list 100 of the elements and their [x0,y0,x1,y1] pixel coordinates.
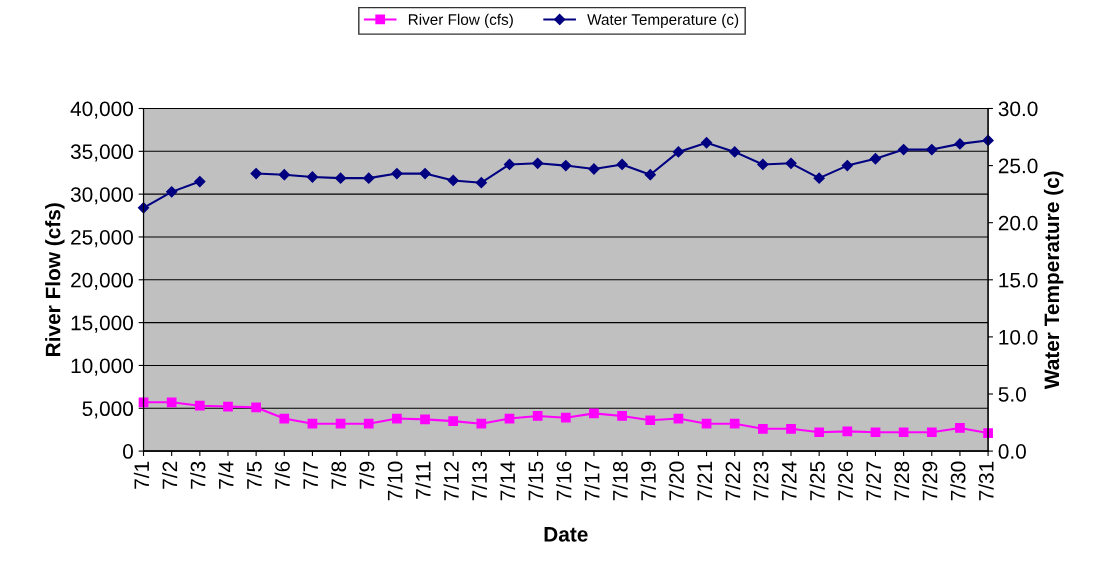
point [729,146,741,158]
point [672,146,685,158]
point [307,418,318,429]
x-tick-label: 7/4 [218,461,234,489]
point [757,158,769,171]
point [814,427,825,438]
y-tick-label: 35,000 [70,144,133,162]
x-tick-label: 7/24 [781,461,797,501]
y2-axis-title: Water Temperature (c) [1043,171,1064,390]
point [926,143,938,156]
point [870,427,881,438]
x-tick-label: 7/7 [302,461,319,489]
x-tick-label: 7/29 [922,461,938,501]
point [560,412,571,423]
point [786,423,796,434]
point [475,177,487,189]
x-tick-label: 7/9 [359,461,375,489]
point [448,416,459,426]
x-tick-label: 7/20 [668,461,684,501]
point [560,159,572,172]
y2-tick-label: 0.0 [998,444,1026,459]
x-tick-label: 7/31 [978,461,994,501]
point [223,401,233,412]
y2-tick-label: 20.0 [998,215,1038,231]
point [955,423,965,433]
point [503,158,516,171]
point [335,418,346,429]
x-tick-label: 7/8 [330,461,347,489]
point [420,414,430,425]
x-tick-label: 7/18 [612,461,628,501]
point [194,400,205,411]
point [194,175,206,188]
point [532,157,544,169]
y-tick-label: 10,000 [71,358,133,376]
point [334,172,347,184]
point [869,153,882,165]
x-tick-label: 7/13 [471,461,487,501]
point [758,423,768,434]
x-tick-label: 7/28 [893,461,910,501]
y-tick-label: 5,000 [82,401,133,419]
y-tick-label: 25,000 [71,229,133,248]
x-tick-label: 7/11 [415,461,431,499]
x-tick-label: 7/1 [133,461,150,489]
point [166,397,177,408]
y-tick-label: 15,000 [71,315,133,333]
y2-tick-label: 25.0 [998,158,1038,174]
point [447,174,459,187]
x-tick-label: 7/25 [809,461,825,501]
point [363,418,374,429]
y-tick-label: 20,000 [71,272,133,290]
x-tick-label: 7/6 [274,461,290,489]
x-tick-label: 7/22 [725,461,741,501]
point [166,186,178,198]
point [532,411,543,421]
point [251,402,261,413]
y-tick-label: 40,000 [70,101,133,119]
point [616,158,628,171]
x-tick-label: 7/21 [696,461,713,501]
point [617,411,627,421]
legend-label: Water Temperature (c) [587,13,739,28]
x-tick-label: 7/17 [584,461,600,501]
point [700,137,713,149]
x-tick-label: 7/27 [865,461,882,501]
x-tick-label: 7/2 [161,461,178,489]
legend-label: River Flow (cfs) [408,13,513,28]
y2-tick-label: 5.0 [998,386,1026,402]
point [278,169,290,181]
x-tick-label: 7/30 [950,461,966,501]
y-axis-title: River Flow (cfs) [45,203,65,356]
point [392,413,402,424]
point [898,143,910,156]
point [419,167,431,180]
x-tick-label: 7/26 [837,461,853,501]
x-tick-label: 7/5 [246,461,262,489]
point [729,418,740,429]
point [813,172,825,184]
y-tick-label: 0 [123,444,133,459]
x-tick-label: 7/10 [387,461,403,501]
point [926,427,937,438]
point [841,159,853,172]
point [306,171,319,183]
x-tick-label: 7/14 [499,461,516,501]
point [954,138,966,150]
point [391,167,403,180]
x-tick-label: 7/3 [190,461,206,489]
x-tick-label: 7/12 [443,461,459,501]
x-tick-label: 7/23 [753,461,769,501]
y2-tick-label: 10.0 [999,329,1038,345]
point [476,418,487,429]
point [645,415,656,426]
y2-tick-label: 30.0 [998,101,1038,117]
y2-tick-label: 15.0 [999,272,1038,288]
y-tick-label: 30,000 [70,187,133,205]
point [644,169,656,181]
x-tick-label: 7/19 [640,461,656,501]
x-tick-label: 7/16 [556,461,572,501]
point [279,413,290,424]
point [898,427,909,438]
point [785,157,797,169]
x-axis-title: Date [544,527,588,542]
